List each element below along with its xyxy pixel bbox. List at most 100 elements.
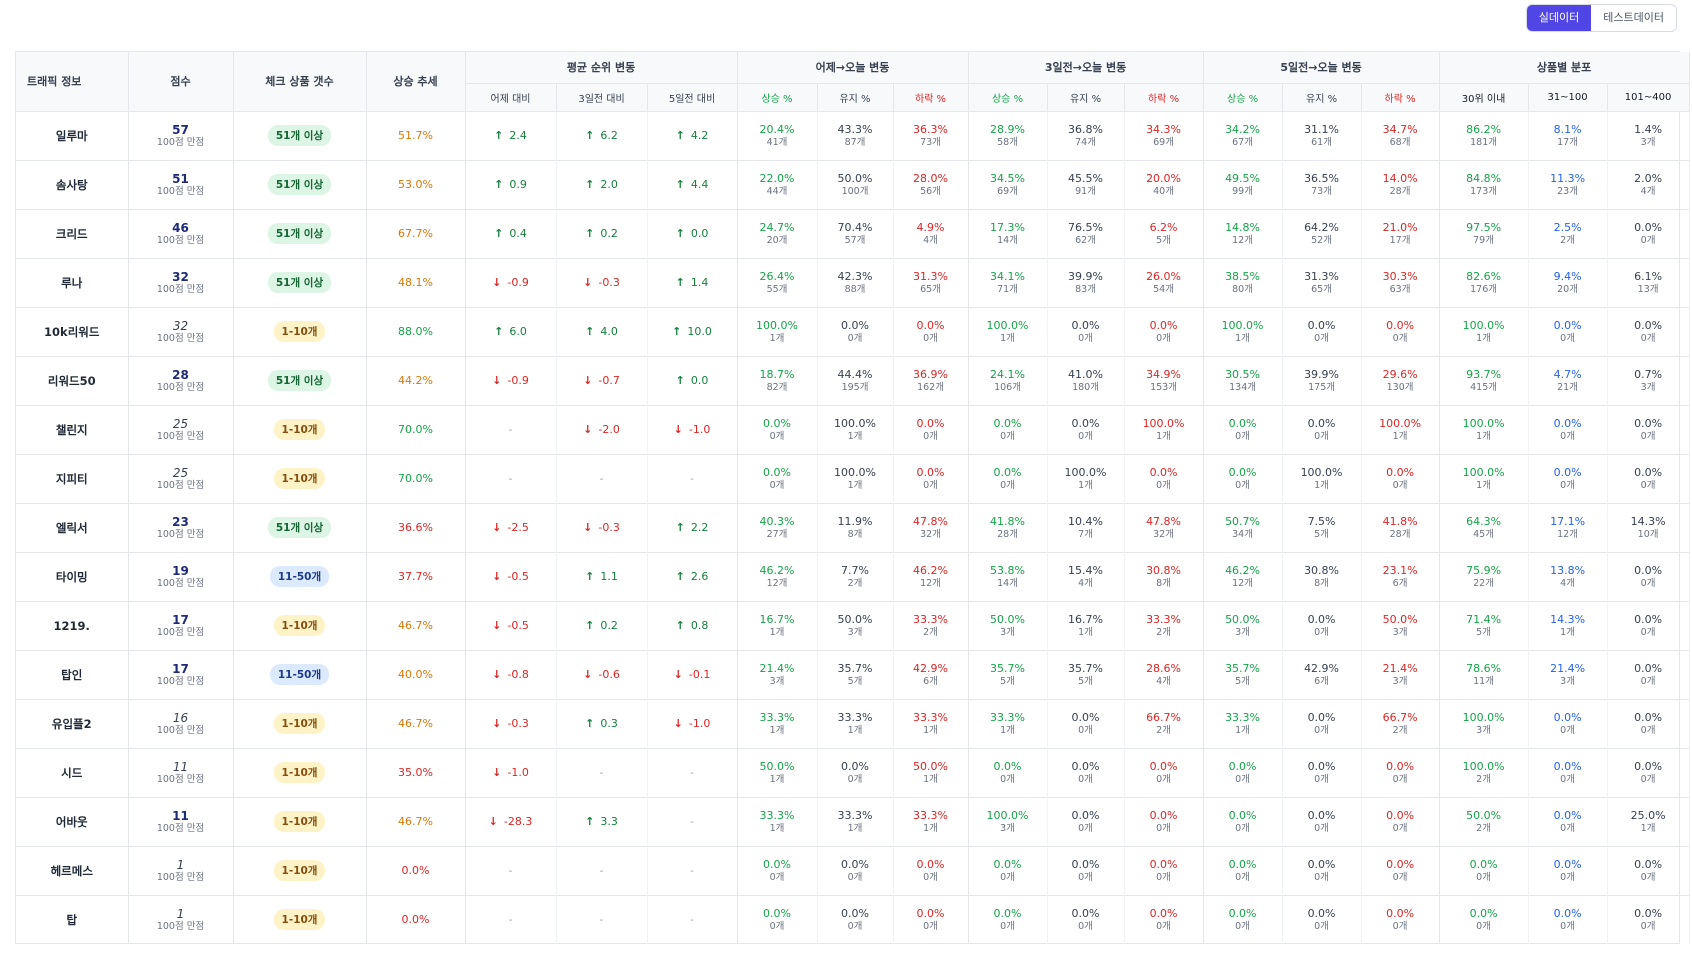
change-count: 0개 — [1235, 871, 1250, 883]
avg-rank-cell: ↑ 0.2 — [556, 601, 648, 650]
change-count: 55개 — [766, 283, 788, 295]
table-row[interactable]: 크리드 46 100점 만점 51개 이상 67.7% ↑ 0.4 ↑ 0.2 ↑ 0.0 24.7%… — [16, 209, 1690, 258]
d5-change-cell: 30.8% 8개 — [1282, 552, 1362, 601]
score-subtext: 100점 만점 — [156, 822, 205, 834]
table-row[interactable]: 리워드50 28 100점 만점 51개 이상 44.2% ↓ -0.9 ↓ -0.7 ↑ 0.0 1… — [16, 356, 1690, 405]
table-row[interactable]: 탑인 17 100점 만점 11-50개 40.0% ↓ -0.8 ↓ -0.6 ↓ -0.1 21.… — [16, 650, 1690, 699]
trend-cell: 36.6% — [366, 503, 466, 552]
table-row[interactable]: 탑 1 100점 만점 1-10개 0.0% - - -0.0% 0개 0.0% 0개 0.0% 0개 0… — [16, 895, 1690, 944]
d5-change-cell: 50.0% 3개 — [1361, 601, 1440, 650]
distribution-percent: 100.0% — [1462, 759, 1505, 773]
distribution-cell: 14.3% 1개 — [1528, 601, 1608, 650]
table-row[interactable]: 지피티 25 100점 만점 1-10개 70.0% - - -0.0% 0개 100.0% 1개 0… — [16, 454, 1690, 503]
d5-change-cell: 0.0% 0개 — [1282, 699, 1362, 748]
d5-change-cell: 100.0% 1개 — [1203, 307, 1283, 356]
table-row[interactable]: 헤르메스 1 100점 만점 1-10개 0.0% - - -0.0% 0개 0.0% 0개 0.0%… — [16, 846, 1690, 895]
d3-change-cell: 0.0% 0개 — [1124, 846, 1204, 895]
yt-change-cell: 22.0% 44개 — [737, 160, 818, 209]
distribution-percent: 0.0% — [1634, 906, 1663, 920]
traffic-table-container: 트래픽 정보 점수 체크 상품 갯수 상승 추세 평균 순위 변동 어제→오늘 … — [15, 51, 1690, 944]
distribution-count: 12개 — [1557, 528, 1578, 540]
traffic-name: 타이밍 — [55, 569, 88, 584]
change-count: 0개 — [1156, 773, 1171, 785]
trend-value: 40.0% — [398, 668, 433, 681]
distribution-count: 4개 — [1560, 577, 1575, 589]
distribution-cell: 86.2% 181개 — [1439, 111, 1529, 160]
check-count-badge: 51개 이상 — [267, 223, 332, 244]
avg-rank-value: 2.0 — [600, 178, 618, 191]
table-row[interactable]: 시드 11 100점 만점 1-10개 35.0% ↓ -1.0- -50.0% 1개 0.0% 0… — [16, 748, 1690, 797]
change-count: 62개 — [1075, 234, 1096, 246]
table-row[interactable]: 10k리워드 32 100점 만점 1-10개 88.0% ↑ 6.0 ↑ 4.0 ↑ 10.0 10… — [16, 307, 1690, 356]
avg-rank-cell: - — [465, 405, 557, 454]
change-percent: 70.4% — [837, 220, 873, 234]
d5-change-cell: 0.0% 0개 — [1361, 895, 1440, 944]
change-count: 1개 — [769, 724, 785, 736]
row-name-cell: 헤르메스 — [16, 846, 129, 895]
distribution-count: 3개 — [1640, 136, 1656, 148]
change-percent: 0.0% — [993, 465, 1022, 479]
subheader-down: 하락 % — [1124, 82, 1204, 111]
change-percent: 30.5% — [1225, 367, 1261, 381]
change-count: 71개 — [997, 283, 1018, 295]
d3-change-cell: 0.0% 0개 — [1047, 405, 1125, 454]
d3-change-cell: 36.8% 74개 — [1047, 111, 1125, 160]
d5-change-cell: 36.5% 73개 — [1282, 160, 1362, 209]
arrow-down-icon: ↓ — [488, 815, 498, 828]
d5-change-cell: 34.2% 67개 — [1203, 111, 1283, 160]
table-row[interactable]: 일루마 57 100점 만점 51개 이상 51.7% ↑ 2.4 ↑ 6.2 ↑ 4.2 20.4%… — [16, 111, 1690, 160]
yt-change-cell: 0.0% 0개 — [737, 846, 818, 895]
yt-change-cell: 0.0% 0개 — [817, 748, 894, 797]
subheader-keep: 유지 % — [1047, 82, 1125, 111]
change-percent: 28.9% — [990, 122, 1025, 136]
table-row[interactable]: 유입플2 16 100점 만점 1-10개 46.7% ↓ -0.3 ↑ 0.3 ↓ -1.0 33.… — [16, 699, 1690, 748]
traffic-name: 일루마 — [55, 128, 88, 143]
change-percent: 11.9% — [837, 514, 873, 528]
change-count: 0개 — [1392, 822, 1408, 834]
avg-rank-cell: - — [647, 895, 738, 944]
table-row[interactable]: 어바웃 11 100점 만점 1-10개 46.7% ↓ -28.3 ↑ 3.3-33.3% 1개… — [16, 797, 1690, 846]
change-percent: 0.0% — [1071, 857, 1100, 871]
table-row[interactable]: 타이밍 19 100점 만점 11-50개 37.7% ↓ -0.5 ↑ 1.1 ↑ 2.6 46.2… — [16, 552, 1690, 601]
table-row[interactable]: 엘릭서 23 100점 만점 51개 이상 36.6% ↓ -2.5 ↓ -0.3 ↑ 2.2 40.… — [16, 503, 1690, 552]
score-subtext: 100점 만점 — [156, 871, 205, 883]
row-name-cell: 크리드 — [16, 209, 129, 258]
check-cell: 1-10개 — [233, 748, 367, 797]
change-percent: 0.0% — [993, 759, 1022, 773]
d5-change-cell: 31.1% 61개 — [1282, 111, 1362, 160]
table-row[interactable]: 루나 32 100점 만점 51개 이상 48.1% ↓ -0.9 ↓ -0.3 ↑ 1.4 26.4… — [16, 258, 1690, 307]
traffic-name: 지피티 — [55, 471, 88, 486]
avg-rank-empty: - — [508, 472, 513, 485]
yt-change-cell: 0.0% 0개 — [893, 454, 969, 503]
avg-rank-value: 4.0 — [600, 325, 618, 338]
change-count: 0개 — [1078, 332, 1093, 344]
avg-rank-cell: ↑ 4.2 — [647, 111, 738, 160]
change-percent: 14.0% — [1382, 171, 1418, 185]
d3-change-cell: 41.8% 28개 — [968, 503, 1048, 552]
change-percent: 39.9% — [1304, 367, 1340, 381]
score-cell: 17 100점 만점 — [128, 650, 234, 699]
test-data-button[interactable]: 테스트데이터 — [1603, 11, 1664, 24]
avg-rank-empty: - — [508, 864, 513, 877]
check-count-badge: 1-10개 — [273, 321, 326, 342]
d5-change-cell: 0.0% 0개 — [1282, 748, 1362, 797]
distribution-percent: 0.0% — [1553, 318, 1582, 332]
change-count: 0개 — [1235, 822, 1250, 834]
d3-change-cell: 20.0% 40개 — [1124, 160, 1204, 209]
distribution-percent: 2.5% — [1553, 220, 1582, 234]
avg-rank-cell: ↓ -0.3 — [465, 699, 557, 748]
distribution-cell: 9.4% 20개 — [1528, 258, 1608, 307]
table-row[interactable]: 챌린지 25 100점 만점 1-10개 70.0% - ↓ -2.0 ↓ -1.0 0.0% 0개 1… — [16, 405, 1690, 454]
distribution-count: 0개 — [1640, 479, 1656, 491]
change-count: 58개 — [997, 136, 1018, 148]
change-percent: 0.0% — [841, 857, 869, 871]
table-row[interactable]: 1219. 17 100점 만점 1-10개 46.7% ↓ -0.5 ↑ 0.2 ↑ 0.8 16.… — [16, 601, 1690, 650]
change-percent: 46.2% — [759, 563, 795, 577]
change-percent: 0.0% — [1228, 906, 1257, 920]
header-yesterday-today: 어제→오늘 변동 — [737, 52, 969, 83]
yt-change-cell: 42.9% 6개 — [893, 650, 969, 699]
real-data-button[interactable]: 실데이터 — [1526, 5, 1592, 31]
change-percent: 16.7% — [1068, 612, 1103, 626]
table-row[interactable]: 솜사탕 51 100점 만점 51개 이상 53.0% ↑ 0.9 ↑ 2.0 ↑ 4.4 22.0%… — [16, 160, 1690, 209]
avg-rank-cell: ↑ 0.8 — [647, 601, 738, 650]
